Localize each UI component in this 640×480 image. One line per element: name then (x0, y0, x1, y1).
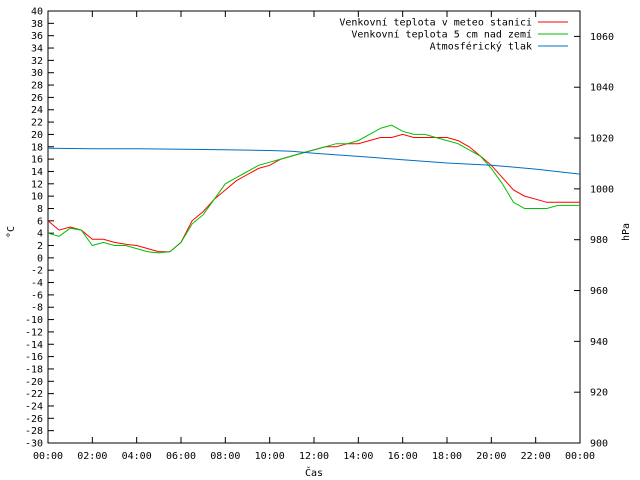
y-left-tick-label: -8 (31, 303, 43, 314)
y-left-tick-label: 10 (31, 192, 43, 203)
y-left-tick-label: -18 (25, 364, 43, 375)
x-tick-label: 10:00 (255, 451, 285, 462)
y-left-tick-label: 12 (31, 179, 43, 190)
y-right-axis-ticks: 1060 1040 1020 1000 980 960 940 920 900 (574, 32, 614, 450)
y-right-tick-label: 1020 (590, 134, 614, 145)
x-axis-title: Čas (305, 466, 323, 479)
y-left-tick-label: -10 (25, 315, 43, 326)
y-left-tick-label: 38 (31, 19, 43, 30)
y-right-tick-label: 920 (590, 388, 608, 399)
x-tick-label: 12:00 (299, 451, 329, 462)
x-tick-label: 02:00 (77, 451, 107, 462)
series-lines (47, 124, 581, 254)
y-right-tick-label: 1040 (590, 83, 614, 94)
x-axis-ticks: 00:00 02:00 04:00 06:00 08:00 10:00 12:00 14:00… (33, 11, 595, 462)
y-left-tick-label: -14 (25, 340, 43, 351)
x-tick-label: 00:00 (565, 451, 595, 462)
y-left-tick-label: -26 (25, 414, 43, 425)
y-left-tick-label: -20 (25, 377, 43, 388)
series-line-2 (47, 124, 580, 254)
y-left-tick-label: 34 (31, 44, 43, 55)
y-left-tick-label: 22 (31, 118, 43, 129)
y-left-tick-label: -30 (25, 439, 43, 450)
y-left-tick-label: 26 (31, 93, 43, 104)
y-left-tick-label: 32 (31, 56, 43, 67)
series-line-1 (47, 133, 580, 253)
y-left-tick-label: 30 (31, 68, 43, 79)
plot-frame (47, 10, 581, 444)
y-left-tick-label: 28 (31, 81, 43, 92)
x-tick-label: 16:00 (388, 451, 418, 462)
x-tick-label: 04:00 (122, 451, 152, 462)
y-left-tick-label: 0 (37, 253, 43, 264)
y-left-axis-ticks: 4038363432302826242220181614121086420-2-… (25, 7, 54, 450)
legend: Venkovní teplota v meteo staniciVenkovní… (339, 17, 568, 53)
y-right-tick-label: 1060 (590, 32, 614, 43)
series-line-3 (47, 147, 581, 175)
y-left-tick-label: -28 (25, 426, 43, 437)
x-tick-label: 14:00 (343, 451, 373, 462)
y-left-tick-label: 14 (31, 167, 43, 178)
y-right-tick-label: 900 (590, 439, 608, 450)
y-left-tick-label: -2 (31, 266, 43, 277)
y-left-tick-label: 8 (37, 204, 43, 215)
y-left-tick-label: -12 (25, 327, 43, 338)
y-left-tick-label: -6 (31, 290, 43, 301)
legend-label-3: Atmosférický tlak (430, 41, 532, 53)
y-left-axis-title: °C (6, 226, 17, 238)
y-left-tick-label: -4 (31, 278, 43, 289)
y-left-tick-label: 40 (31, 7, 43, 18)
x-tick-label: 20:00 (476, 451, 506, 462)
y-right-tick-label: 980 (590, 235, 608, 246)
legend-label-1: Venkovní teplota v meteo stanici (339, 17, 532, 29)
y-left-tick-label: 6 (37, 216, 43, 227)
x-tick-label: 22:00 (521, 451, 551, 462)
y-left-tick-label: -22 (25, 389, 43, 400)
y-left-tick-label: 18 (31, 142, 43, 153)
y-right-tick-label: 940 (590, 337, 608, 348)
x-tick-label: 18:00 (432, 451, 462, 462)
legend-label-2: Venkovní teplota 5 cm nad zemí (351, 29, 532, 41)
x-tick-label: 08:00 (210, 451, 240, 462)
y-left-tick-label: 20 (31, 130, 43, 141)
y-left-tick-label: -24 (25, 401, 43, 412)
y-right-tick-label: 960 (590, 286, 608, 297)
y-left-tick-label: 2 (37, 241, 43, 252)
y-right-axis-title: hPa (621, 223, 632, 241)
y-left-tick-label: 4 (37, 229, 43, 240)
y-left-tick-label: 16 (31, 155, 43, 166)
x-tick-label: 00:00 (33, 451, 63, 462)
y-left-tick-label: -16 (25, 352, 43, 363)
y-right-tick-label: 1000 (590, 184, 614, 195)
y-left-tick-label: 24 (31, 105, 43, 116)
y-left-tick-label: 36 (31, 31, 43, 42)
x-tick-label: 06:00 (166, 451, 196, 462)
